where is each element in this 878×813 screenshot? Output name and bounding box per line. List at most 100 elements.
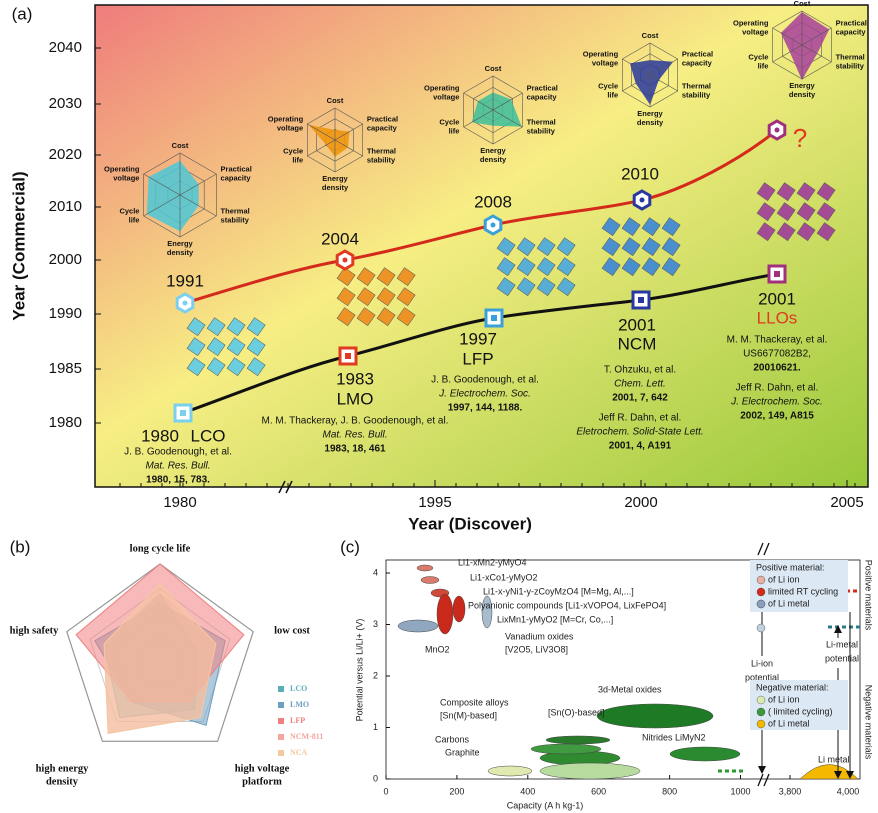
crystal-polyhedron bbox=[186, 357, 206, 377]
crystal-polyhedron bbox=[641, 257, 661, 277]
label: 400 bbox=[520, 786, 535, 796]
label: 2030 bbox=[49, 95, 82, 112]
label: Practical bbox=[221, 164, 252, 173]
label: 2001 bbox=[758, 289, 796, 308]
label: Cycle bbox=[439, 117, 459, 126]
legend-swatch bbox=[278, 702, 284, 708]
label: NCM-811 bbox=[290, 732, 323, 741]
label: Positive material: bbox=[756, 562, 825, 572]
crystal-polyhedron bbox=[336, 267, 356, 287]
label: Year (Discover) bbox=[408, 514, 532, 533]
legend-dot bbox=[756, 575, 766, 585]
label: Capacity (A h kg-1) bbox=[507, 800, 584, 810]
crystal-polyhedron bbox=[496, 277, 516, 297]
label: (b) bbox=[10, 537, 31, 556]
crystal-polyhedron bbox=[496, 257, 516, 277]
label: voltage bbox=[592, 58, 618, 67]
label: low cost bbox=[274, 625, 310, 636]
label: 3,800 bbox=[779, 786, 802, 796]
label: 3 bbox=[373, 619, 378, 629]
crystal-polyhedron bbox=[396, 287, 416, 307]
label: (a) bbox=[12, 4, 33, 23]
label: Li metal bbox=[818, 754, 850, 764]
label: potential bbox=[825, 653, 859, 663]
crystal-polyhedron bbox=[556, 277, 576, 297]
crystal-polyhedron bbox=[796, 182, 816, 202]
crystal-polyhedron bbox=[776, 202, 796, 222]
label: M. M. Thackeray, J. B. Goodenough, et al… bbox=[262, 416, 449, 427]
label: LFP bbox=[290, 716, 305, 725]
label: 200 bbox=[449, 786, 464, 796]
label: Energy bbox=[789, 81, 815, 90]
legend-swatch bbox=[278, 686, 284, 692]
content: (a)Year (Commercial)Year (Discover)20402… bbox=[9, 0, 873, 810]
label: Cycle bbox=[748, 52, 768, 61]
label: Li1-x-yNi1-y-zCoyMzO4 [M=Mg, Al,...] bbox=[483, 586, 634, 596]
label: 2000 bbox=[49, 251, 82, 268]
crystal-polyhedron bbox=[776, 182, 796, 202]
label: stability bbox=[682, 90, 711, 99]
label: Vanadium oxides bbox=[505, 631, 574, 641]
crystal-polyhedron bbox=[206, 337, 226, 357]
label: (c) bbox=[340, 537, 360, 556]
label: Negative material: bbox=[756, 682, 829, 692]
crystal-polyhedron bbox=[516, 257, 536, 277]
crystal-polyhedron bbox=[536, 277, 556, 297]
crystal-polyhedron bbox=[356, 307, 376, 327]
radar-area bbox=[103, 582, 217, 734]
crystal-polyhedron bbox=[796, 222, 816, 242]
label: Cost bbox=[642, 31, 659, 40]
material-region bbox=[452, 595, 466, 623]
label: Li-ion bbox=[751, 658, 773, 668]
label: 2001, 7, 642 bbox=[612, 393, 668, 404]
label: Cost bbox=[485, 64, 502, 73]
radar-spoke bbox=[179, 194, 217, 217]
crystal-polyhedron bbox=[396, 267, 416, 287]
label: 2005 bbox=[830, 494, 863, 511]
axis-break bbox=[757, 542, 770, 787]
crystal-polyhedron bbox=[641, 217, 661, 237]
marker-dot bbox=[774, 127, 780, 133]
marker-inner bbox=[638, 297, 644, 303]
crystal-polyhedron bbox=[756, 182, 776, 202]
crystal-polyhedron bbox=[376, 267, 396, 287]
marker-dot bbox=[342, 257, 348, 263]
label: 1997 bbox=[459, 329, 497, 348]
label: LixMn1-yMyO2 [M=Cr, Co,...] bbox=[497, 614, 613, 624]
label: [Sn(M)-based] bbox=[440, 710, 497, 720]
label: capacity bbox=[221, 173, 252, 182]
crystal-polyhedron bbox=[226, 317, 246, 337]
crystal-polyhedron bbox=[336, 307, 356, 327]
label: density bbox=[167, 248, 194, 257]
label: J. B. Goodenough, et al. bbox=[124, 447, 232, 458]
label: Li1-xMn2-yMyO4 bbox=[458, 557, 527, 567]
label: potential bbox=[745, 672, 779, 682]
label: voltage bbox=[277, 123, 303, 132]
radar-spoke bbox=[307, 123, 336, 141]
marker-inner bbox=[491, 315, 497, 321]
label: stability bbox=[527, 126, 556, 135]
label: 2 bbox=[373, 670, 378, 680]
material-region bbox=[416, 564, 434, 572]
label: LFP bbox=[462, 349, 493, 368]
legend-box bbox=[750, 680, 848, 730]
radar-outline bbox=[66, 563, 254, 742]
label: of Li ion bbox=[768, 574, 800, 584]
radar-spoke bbox=[801, 44, 832, 63]
label: Chem. Lett. bbox=[614, 379, 666, 390]
axis-break bbox=[278, 480, 293, 494]
label: Carbons bbox=[435, 734, 470, 744]
label: 1983 bbox=[336, 369, 374, 388]
label: 1991 bbox=[166, 271, 204, 290]
label: Cycle bbox=[283, 146, 303, 155]
label: 2002, 149, A815 bbox=[740, 411, 814, 422]
label: Positive materials bbox=[864, 560, 874, 631]
label: capacity bbox=[682, 58, 713, 67]
label: Jeff R. Dahn, et al. bbox=[599, 413, 682, 424]
material-region bbox=[397, 619, 439, 633]
label: T. Ohzuku, et al. bbox=[604, 365, 676, 376]
legend-swatch bbox=[278, 718, 284, 724]
label: 2001, 4, A191 bbox=[609, 441, 672, 452]
label: NCA bbox=[290, 748, 308, 757]
